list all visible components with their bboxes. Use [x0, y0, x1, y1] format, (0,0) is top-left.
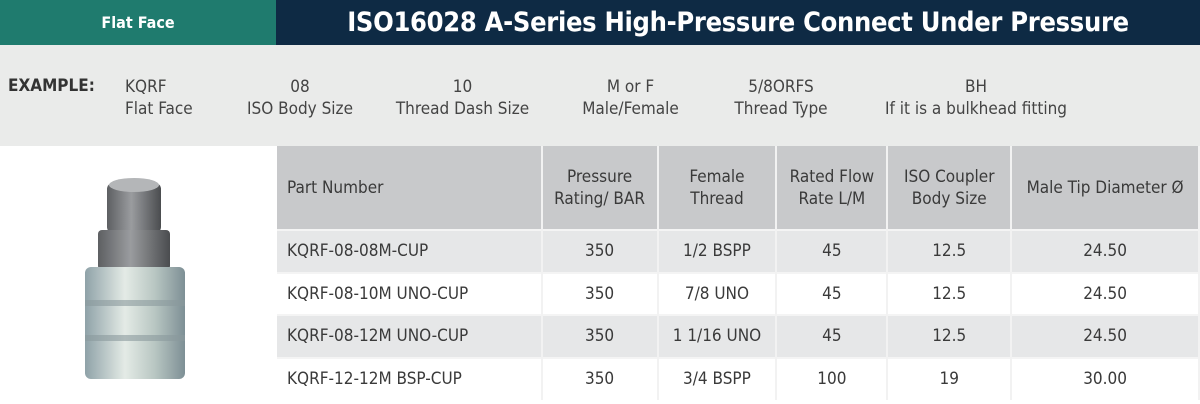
- example-band: EXAMPLE: KQRF Flat Face 08 ISO Body Size 1…: [0, 45, 1200, 146]
- table-cell: 45: [776, 271, 889, 315]
- column-header: Pressure Rating/ BAR: [541, 146, 659, 230]
- column-header: Part Number: [277, 146, 543, 230]
- table-cell: 7/8 UNO: [657, 271, 778, 315]
- table-cell: 350: [541, 314, 659, 358]
- example-part: M or F Male/Female: [582, 77, 679, 119]
- table-row: KQRF-12-12M BSP-CUP 350 3/4 BSPP 100 19 30.00: [277, 356, 1200, 400]
- table-cell: 19: [887, 356, 1013, 400]
- example-part: 08 ISO Body Size: [247, 77, 353, 119]
- table-cell: 45: [776, 229, 889, 273]
- example-label: EXAMPLE:: [8, 76, 95, 96]
- table-cell: KQRF-08-10M UNO-CUP: [277, 271, 543, 315]
- table-header-row: Part Number Pressure Rating/ BAR Female …: [277, 146, 1200, 230]
- table-row: KQRF-08-10M UNO-CUP 350 7/8 UNO 45 12.5 24.50: [277, 271, 1200, 315]
- table-cell: 24.50: [1011, 314, 1200, 358]
- table-cell: 12.5: [887, 229, 1013, 273]
- table-cell: 350: [541, 229, 659, 273]
- example-part: KQRF Flat Face: [125, 77, 193, 119]
- column-header: Rated Flow Rate L/M: [776, 146, 889, 230]
- table-cell: 24.50: [1011, 271, 1200, 315]
- table-cell: 1/2 BSPP: [657, 229, 778, 273]
- example-part: BH If it is a bulkhead fitting: [885, 77, 1067, 119]
- table-cell: 3/4 BSPP: [657, 356, 778, 400]
- column-header: Male Tip Diameter Ø: [1011, 146, 1200, 230]
- table-cell: 12.5: [887, 314, 1013, 358]
- table-cell: KQRF-08-08M-CUP: [277, 229, 543, 273]
- table-cell: 24.50: [1011, 229, 1200, 273]
- table-row: KQRF-08-12M UNO-CUP 350 1 1/16 UNO 45 12.5 24…: [277, 314, 1200, 358]
- table-cell: 12.5: [887, 271, 1013, 315]
- example-part: 5/8ORFS Thread Type: [734, 77, 828, 119]
- table-cell: KQRF-08-12M UNO-CUP: [277, 314, 543, 358]
- table-cell: 100: [776, 356, 889, 400]
- table-cell: 45: [776, 314, 889, 358]
- category-tag: Flat Face: [0, 0, 276, 45]
- example-part: 10 Thread Dash Size: [395, 77, 530, 119]
- table-cell: KQRF-12-12M BSP-CUP: [277, 356, 543, 400]
- header: Flat Face ISO16028 A-Series High-Pressur…: [0, 0, 1200, 45]
- page-title: ISO16028 A-Series High-Pressure Connect …: [276, 0, 1200, 45]
- coupler-product-image: [85, 178, 185, 379]
- parts-table: Part Number Pressure Rating/ BAR Female …: [277, 146, 1200, 400]
- table-cell: 30.00: [1011, 356, 1200, 400]
- table-cell: 350: [541, 356, 659, 400]
- table-cell: 350: [541, 271, 659, 315]
- column-header: ISO Coupler Body Size: [887, 146, 1013, 230]
- table-row: KQRF-08-08M-CUP 350 1/2 BSPP 45 12.5 24.50: [277, 229, 1200, 273]
- column-header: Female Thread: [657, 146, 778, 230]
- table-cell: 1 1/16 UNO: [657, 314, 778, 358]
